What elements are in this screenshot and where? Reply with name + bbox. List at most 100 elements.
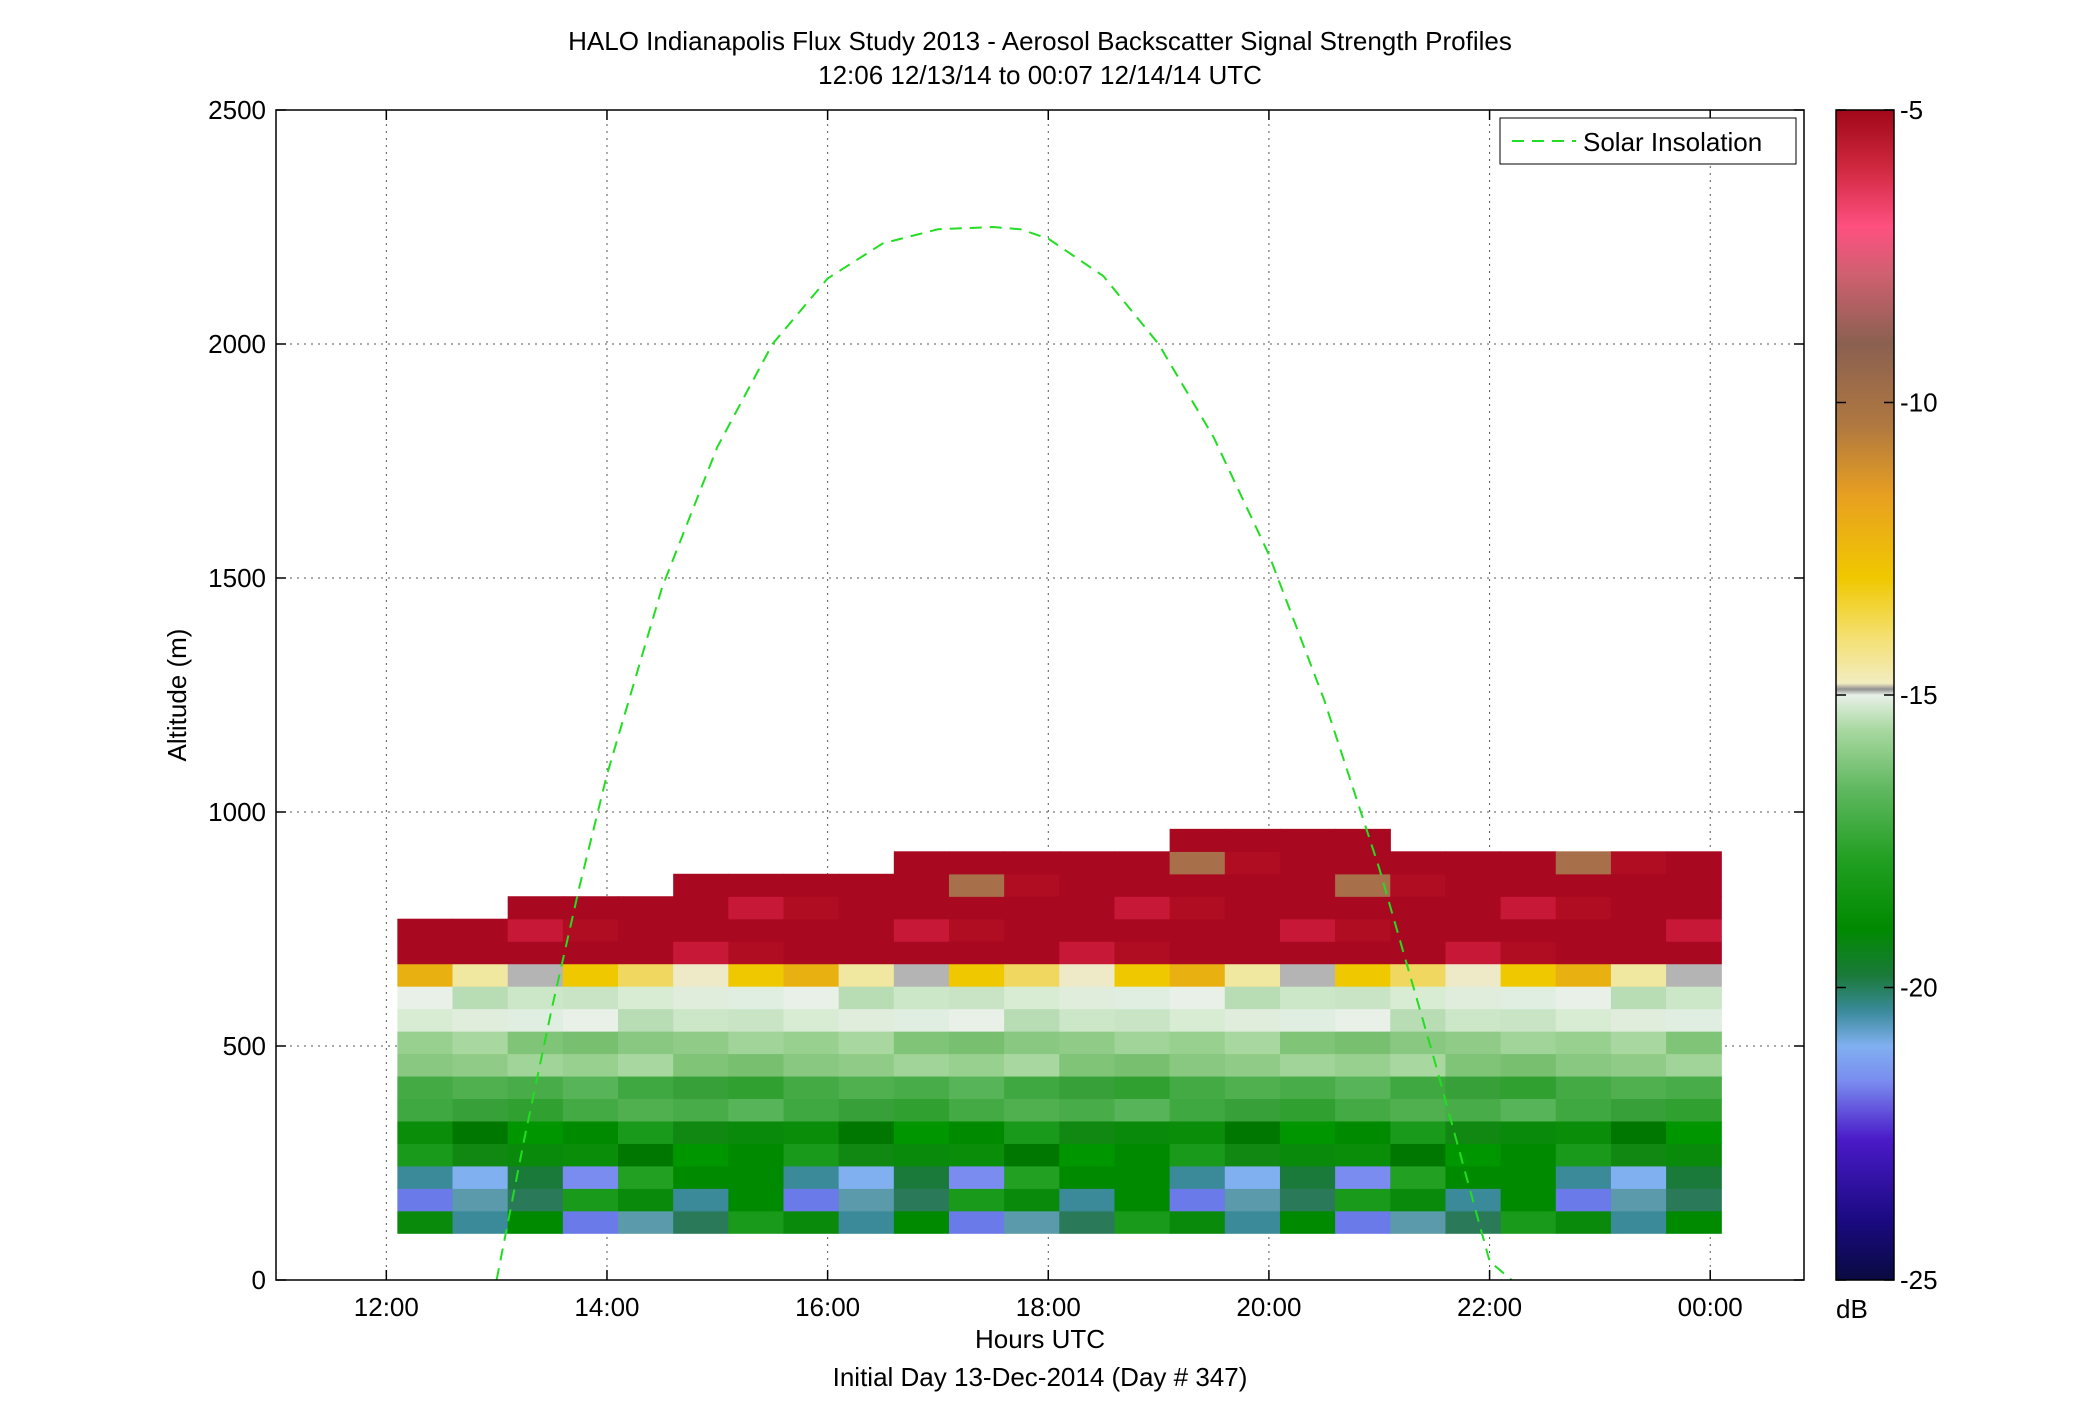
heatmap-cell (838, 1188, 895, 1212)
heatmap-cell (1169, 1031, 1226, 1055)
heatmap-cell (948, 896, 1005, 920)
heatmap-cell (507, 1143, 564, 1167)
heatmap-cell (1335, 1008, 1391, 1032)
heatmap-cell (618, 1120, 674, 1144)
heatmap-cell (1610, 963, 1667, 987)
heatmap-cell (1445, 918, 1502, 942)
heatmap-cell (618, 1008, 674, 1032)
heatmap-cell (783, 1031, 840, 1055)
heatmap-cell (1555, 986, 1612, 1010)
y-tick-label: 2500 (208, 95, 266, 125)
heatmap-cell (1610, 1031, 1667, 1055)
heatmap-cell (618, 1098, 674, 1122)
heatmap-cell (1335, 896, 1391, 920)
heatmap-cell (397, 1008, 454, 1032)
heatmap-cell (948, 1075, 1005, 1100)
heatmap-cell (838, 1053, 895, 1077)
colorbar-tick-label: -5 (1900, 95, 1923, 125)
heatmap-cell (618, 896, 674, 920)
heatmap-cell (397, 1188, 454, 1212)
heatmap-cell (1666, 1165, 1722, 1189)
heatmap-cell (1279, 873, 1336, 897)
heatmap-cell (1114, 986, 1171, 1010)
heatmap-cell (673, 1098, 729, 1122)
heatmap-cell (673, 1075, 729, 1100)
heatmap-cell (1059, 918, 1116, 942)
heatmap-cell (783, 986, 840, 1010)
heatmap-cell (562, 941, 619, 965)
heatmap-cell (397, 963, 454, 987)
heatmap-cell (562, 1075, 619, 1100)
heatmap-cell (728, 896, 785, 920)
heatmap-cell (1279, 1210, 1336, 1234)
heatmap-cell (562, 918, 619, 942)
heatmap-cell (1500, 873, 1557, 897)
heatmap-cell (728, 1188, 785, 1212)
heatmap-cell (1610, 1210, 1667, 1234)
heatmap-cell (1610, 873, 1667, 897)
heatmap-cell (838, 1075, 895, 1100)
heatmap-cell (783, 1165, 840, 1189)
heatmap-cell (673, 896, 729, 920)
heatmap-cell (1114, 1143, 1171, 1167)
heatmap-cell (838, 1098, 895, 1122)
heatmap-cell (1059, 851, 1116, 875)
heatmap-cell (1445, 1031, 1502, 1055)
heatmap-cell (948, 1143, 1005, 1167)
heatmap-cell (1224, 986, 1281, 1010)
heatmap-cell (1555, 1120, 1612, 1144)
heatmap-cell (728, 1143, 785, 1167)
heatmap-cell (562, 896, 619, 920)
heatmap-cell (562, 963, 619, 987)
heatmap-cell (1666, 1098, 1722, 1122)
heatmap-cell (1335, 1143, 1391, 1167)
heatmap-cell (783, 1120, 840, 1144)
heatmap-cell (452, 963, 509, 987)
heatmap-cell (1114, 918, 1171, 942)
heatmap-cell (507, 896, 564, 920)
heatmap-cell (673, 986, 729, 1010)
heatmap-cell (1555, 873, 1612, 897)
legend-box (1499, 117, 1797, 165)
heatmap-cell (1445, 1143, 1502, 1167)
heatmap-cell (562, 1008, 619, 1032)
heatmap-cell (1445, 896, 1502, 920)
heatmap-cell (618, 1031, 674, 1055)
heatmap-cell (452, 1053, 509, 1077)
heatmap-cell (1004, 918, 1060, 942)
heatmap-cell (783, 896, 840, 920)
heatmap-cell (1114, 1165, 1171, 1189)
heatmap-cell (893, 1188, 950, 1212)
heatmap-cell (618, 1210, 674, 1234)
heatmap-cell (1279, 1075, 1336, 1100)
heatmap-cell (948, 1120, 1005, 1144)
heatmap-cell (1169, 1098, 1226, 1122)
heatmap-cell (838, 1031, 895, 1055)
heatmap-cell (1610, 1165, 1667, 1189)
heatmap-cell (452, 1210, 509, 1234)
heatmap-cell (397, 1053, 454, 1077)
heatmap-cell (1390, 1165, 1447, 1189)
heatmap-cell (1445, 1210, 1502, 1234)
heatmap-cell (1114, 1031, 1171, 1055)
heatmap-cell (452, 1165, 509, 1189)
heatmap-cell (618, 918, 674, 942)
heatmap-cell (1335, 1053, 1391, 1077)
heatmap-cell (507, 1120, 564, 1144)
heatmap-cell (1610, 1143, 1667, 1167)
heatmap-cell (1169, 986, 1226, 1010)
heatmap-cell (673, 1165, 729, 1189)
heatmap-cell (1666, 851, 1722, 875)
heatmap-cell (1666, 896, 1722, 920)
heatmap-cell (728, 1075, 785, 1100)
heatmap-cell (1666, 1053, 1722, 1077)
heatmap-cell (948, 1053, 1005, 1077)
heatmap-cell (948, 1210, 1005, 1234)
heatmap-cell (397, 1165, 454, 1189)
heatmap-cell (1390, 1098, 1447, 1122)
heatmap-cell (1390, 1008, 1447, 1032)
heatmap-cell (838, 1210, 895, 1234)
heatmap-cell (507, 1008, 564, 1032)
heatmap-cell (1279, 1120, 1336, 1144)
heatmap-cell (1114, 873, 1171, 897)
